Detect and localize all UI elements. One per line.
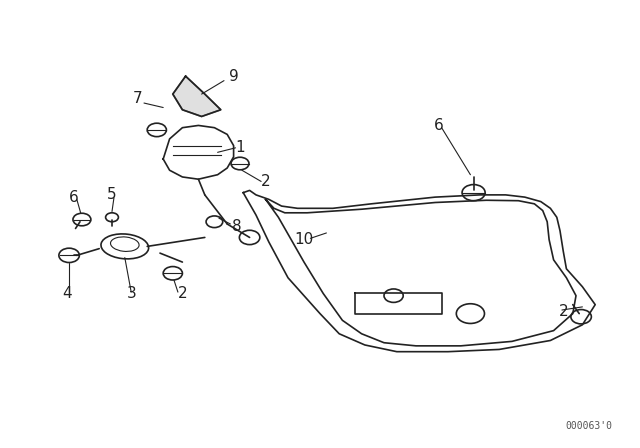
Text: 2: 2 bbox=[260, 174, 271, 189]
Text: 4: 4 bbox=[62, 286, 72, 301]
Text: 2: 2 bbox=[558, 304, 568, 319]
Text: 6: 6 bbox=[433, 118, 444, 133]
Text: 2: 2 bbox=[177, 286, 188, 301]
Text: 10: 10 bbox=[294, 232, 314, 247]
Text: 3: 3 bbox=[126, 286, 136, 301]
Text: 5: 5 bbox=[107, 187, 117, 202]
Text: 7: 7 bbox=[132, 91, 143, 106]
Text: 1: 1 bbox=[235, 140, 245, 155]
Text: 000063'0: 000063'0 bbox=[565, 421, 612, 431]
Text: 9: 9 bbox=[228, 69, 239, 84]
Polygon shape bbox=[173, 76, 221, 116]
Text: 8: 8 bbox=[232, 219, 242, 234]
Text: 6: 6 bbox=[68, 190, 79, 205]
